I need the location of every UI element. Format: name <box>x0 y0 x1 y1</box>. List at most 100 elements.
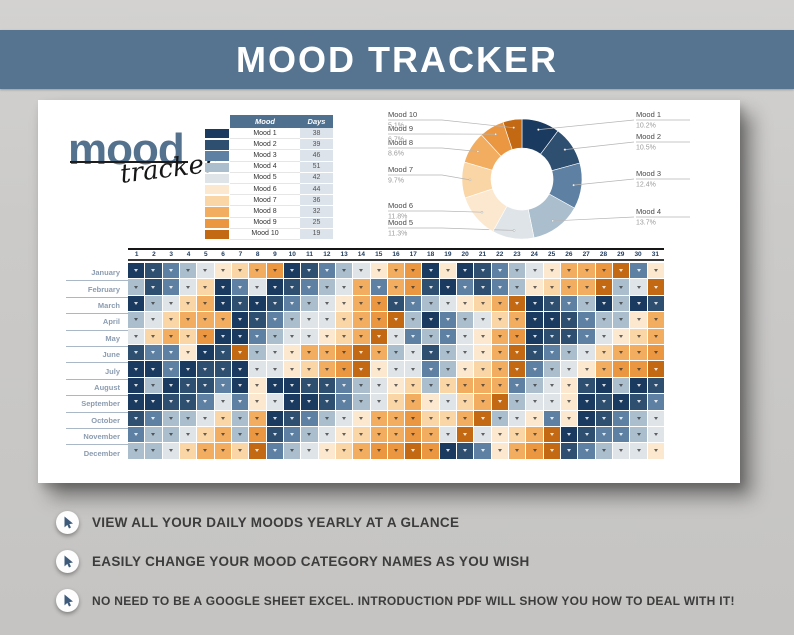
mood-cell[interactable] <box>630 394 647 410</box>
mood-cell[interactable] <box>509 295 526 312</box>
mood-cell[interactable] <box>457 410 474 426</box>
mood-cell[interactable] <box>422 361 439 377</box>
mood-cell[interactable] <box>491 394 509 410</box>
mood-cell[interactable] <box>179 344 197 361</box>
mood-cell[interactable] <box>335 312 353 328</box>
mood-cell[interactable] <box>249 377 266 394</box>
mood-cell[interactable] <box>283 295 301 312</box>
mood-cell[interactable] <box>128 426 145 443</box>
mood-cell[interactable] <box>422 279 439 295</box>
mood-cell[interactable] <box>214 263 231 279</box>
mood-cell[interactable] <box>630 426 647 443</box>
mood-cell[interactable] <box>301 410 318 426</box>
mood-cell[interactable] <box>145 279 162 295</box>
mood-cell[interactable] <box>491 426 509 443</box>
mood-cell[interactable] <box>630 361 647 377</box>
mood-cell[interactable] <box>162 328 179 344</box>
mood-cell[interactable] <box>578 410 595 426</box>
mood-cell[interactable] <box>353 377 370 394</box>
mood-cell[interactable] <box>283 328 301 344</box>
mood-cell[interactable] <box>647 394 664 410</box>
mood-cell[interactable] <box>491 443 509 459</box>
mood-cell[interactable] <box>439 443 457 459</box>
mood-cell[interactable] <box>197 263 214 279</box>
mood-cell[interactable] <box>266 312 283 328</box>
mood-cell[interactable] <box>457 295 474 312</box>
mood-cell[interactable] <box>595 344 613 361</box>
mood-cell[interactable] <box>630 344 647 361</box>
mood-cell[interactable] <box>128 328 145 344</box>
mood-cell[interactable] <box>145 443 162 459</box>
mood-cell[interactable] <box>283 426 301 443</box>
mood-cell[interactable] <box>543 377 561 394</box>
mood-cell[interactable] <box>578 295 595 312</box>
mood-cell[interactable] <box>301 344 318 361</box>
mood-cell[interactable] <box>630 312 647 328</box>
mood-cell[interactable] <box>197 295 214 312</box>
mood-cell[interactable] <box>301 361 318 377</box>
mood-cell[interactable] <box>422 328 439 344</box>
mood-cell[interactable] <box>249 328 266 344</box>
mood-cell[interactable] <box>318 443 335 459</box>
mood-cell[interactable] <box>266 361 283 377</box>
mood-cell[interactable] <box>266 394 283 410</box>
mood-cell[interactable] <box>561 344 578 361</box>
mood-cell[interactable] <box>595 312 613 328</box>
mood-cell[interactable] <box>526 361 543 377</box>
mood-cell[interactable] <box>353 279 370 295</box>
mood-cell[interactable] <box>266 410 283 426</box>
mood-cell[interactable] <box>630 279 647 295</box>
mood-name-cell[interactable]: Mood 4 <box>230 161 300 173</box>
mood-cell[interactable] <box>353 394 370 410</box>
mood-cell[interactable] <box>318 361 335 377</box>
mood-cell[interactable] <box>179 295 197 312</box>
mood-cell[interactable] <box>197 312 214 328</box>
mood-cell[interactable] <box>370 394 387 410</box>
mood-cell[interactable] <box>387 361 405 377</box>
mood-cell[interactable] <box>647 443 664 459</box>
mood-cell[interactable] <box>301 394 318 410</box>
mood-cell[interactable] <box>266 279 283 295</box>
mood-cell[interactable] <box>509 394 526 410</box>
mood-cell[interactable] <box>491 295 509 312</box>
mood-name-cell[interactable]: Mood 10 <box>230 228 300 240</box>
mood-cell[interactable] <box>162 443 179 459</box>
mood-cell[interactable] <box>509 361 526 377</box>
mood-cell[interactable] <box>613 279 630 295</box>
mood-cell[interactable] <box>162 361 179 377</box>
mood-cell[interactable] <box>249 394 266 410</box>
mood-cell[interactable] <box>231 328 249 344</box>
mood-cell[interactable] <box>266 263 283 279</box>
mood-cell[interactable] <box>353 263 370 279</box>
mood-cell[interactable] <box>561 295 578 312</box>
mood-cell[interactable] <box>595 377 613 394</box>
mood-cell[interactable] <box>370 312 387 328</box>
mood-cell[interactable] <box>561 377 578 394</box>
mood-cell[interactable] <box>318 394 335 410</box>
mood-cell[interactable] <box>214 426 231 443</box>
mood-cell[interactable] <box>457 377 474 394</box>
mood-cell[interactable] <box>370 426 387 443</box>
mood-cell[interactable] <box>249 410 266 426</box>
mood-cell[interactable] <box>543 394 561 410</box>
mood-cell[interactable] <box>578 328 595 344</box>
mood-cell[interactable] <box>526 295 543 312</box>
mood-cell[interactable] <box>457 312 474 328</box>
mood-cell[interactable] <box>457 279 474 295</box>
mood-cell[interactable] <box>266 426 283 443</box>
mood-cell[interactable] <box>231 443 249 459</box>
mood-cell[interactable] <box>647 361 664 377</box>
mood-cell[interactable] <box>370 410 387 426</box>
mood-cell[interactable] <box>405 377 422 394</box>
mood-cell[interactable] <box>647 377 664 394</box>
mood-cell[interactable] <box>422 263 439 279</box>
mood-cell[interactable] <box>543 263 561 279</box>
mood-cell[interactable] <box>335 295 353 312</box>
mood-cell[interactable] <box>197 426 214 443</box>
mood-cell[interactable] <box>353 312 370 328</box>
mood-cell[interactable] <box>387 443 405 459</box>
mood-cell[interactable] <box>318 377 335 394</box>
mood-cell[interactable] <box>457 328 474 344</box>
mood-cell[interactable] <box>145 394 162 410</box>
mood-cell[interactable] <box>526 279 543 295</box>
